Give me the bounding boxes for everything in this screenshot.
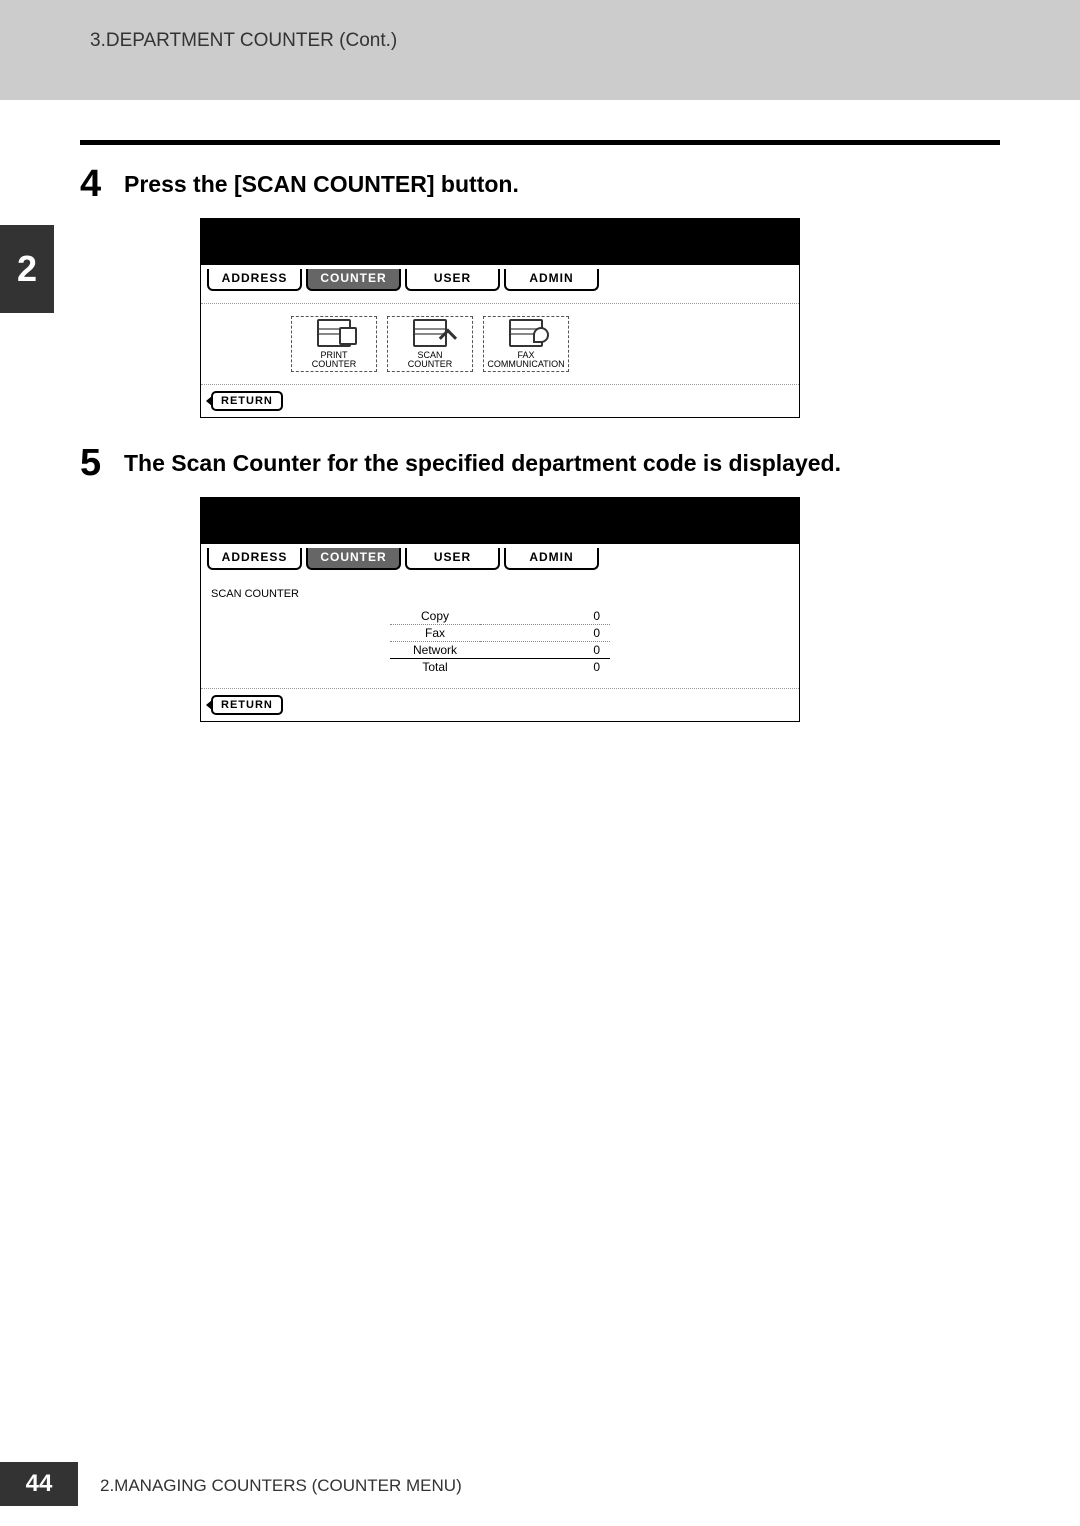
footer-text: 2.MANAGING COUNTERS (COUNTER MENU)	[100, 1476, 462, 1496]
row-label: Copy	[390, 608, 480, 625]
step-4: 4 Press the [SCAN COUNTER] button.	[80, 163, 1000, 206]
scan-counter-icon	[413, 319, 447, 347]
table-row-total: Total 0	[390, 659, 610, 676]
tab-counter[interactable]: COUNTER	[306, 548, 401, 570]
section-divider	[80, 140, 1000, 145]
tab-admin[interactable]: ADMIN	[504, 548, 599, 570]
lcd-titlebar	[201, 219, 799, 265]
lcd-body: PRINT COUNTER SCAN COUNTER FAX COMMUNICA…	[201, 304, 799, 384]
chapter-number-tab: 2	[0, 225, 54, 313]
breadcrumb: 3.DEPARTMENT COUNTER (Cont.)	[90, 30, 1080, 52]
row-value: 0	[480, 642, 610, 659]
print-counter-icon	[317, 319, 351, 347]
main-content: 4 Press the [SCAN COUNTER] button. ADDRE…	[0, 100, 1080, 722]
step-5: 5 The Scan Counter for the specified dep…	[80, 442, 1000, 485]
lcd-body: Copy 0 Fax 0 Network 0 Total 0	[201, 608, 799, 688]
lcd-tabs-row: ADDRESS COUNTER USER ADMIN	[201, 544, 799, 582]
row-label: Network	[390, 642, 480, 659]
lcd-panel: ADDRESS COUNTER USER ADMIN PRINT COUNTER…	[200, 218, 800, 418]
step-number: 5	[80, 442, 124, 485]
row-label: Fax	[390, 625, 480, 642]
row-value: 0	[480, 659, 610, 676]
scan-counter-label: SCAN COUNTER	[408, 351, 453, 369]
fax-comm-button[interactable]: FAX COMMUNICATION	[483, 316, 569, 372]
page-number: 44	[0, 1462, 78, 1506]
tab-address[interactable]: ADDRESS	[207, 548, 302, 570]
print-counter-button[interactable]: PRINT COUNTER	[291, 316, 377, 372]
lcd-tabs-row: ADDRESS COUNTER USER ADMIN	[201, 265, 799, 304]
return-button[interactable]: RETURN	[211, 391, 283, 411]
table-row: Fax 0	[390, 625, 610, 642]
lcd-footer: RETURN	[201, 384, 799, 417]
tab-user[interactable]: USER	[405, 548, 500, 570]
counter-button-row: PRINT COUNTER SCAN COUNTER FAX COMMUNICA…	[221, 316, 779, 372]
return-button[interactable]: RETURN	[211, 695, 283, 715]
table-row: Copy 0	[390, 608, 610, 625]
tab-admin[interactable]: ADMIN	[504, 269, 599, 291]
tab-counter[interactable]: COUNTER	[306, 269, 401, 291]
scan-counter-title: SCAN COUNTER	[201, 582, 799, 608]
fax-comm-label: FAX COMMUNICATION	[487, 351, 564, 369]
fax-comm-icon	[509, 319, 543, 347]
scan-counter-table: Copy 0 Fax 0 Network 0 Total 0	[390, 608, 610, 675]
row-value: 0	[480, 608, 610, 625]
tab-address[interactable]: ADDRESS	[207, 269, 302, 291]
scan-counter-button[interactable]: SCAN COUNTER	[387, 316, 473, 372]
page-header: 3.DEPARTMENT COUNTER (Cont.)	[0, 0, 1080, 100]
step-text: The Scan Counter for the specified depar…	[124, 442, 841, 477]
lcd-footer: RETURN	[201, 688, 799, 721]
lcd-titlebar	[201, 498, 799, 544]
print-counter-label: PRINT COUNTER	[312, 351, 357, 369]
row-label: Total	[390, 659, 480, 676]
step-number: 4	[80, 163, 124, 206]
row-value: 0	[480, 625, 610, 642]
table-row: Network 0	[390, 642, 610, 659]
screenshot-step5: ADDRESS COUNTER USER ADMIN SCAN COUNTER …	[200, 497, 1000, 722]
tab-user[interactable]: USER	[405, 269, 500, 291]
screenshot-step4: ADDRESS COUNTER USER ADMIN PRINT COUNTER…	[200, 218, 1000, 418]
step-text: Press the [SCAN COUNTER] button.	[124, 163, 519, 198]
lcd-panel: ADDRESS COUNTER USER ADMIN SCAN COUNTER …	[200, 497, 800, 722]
